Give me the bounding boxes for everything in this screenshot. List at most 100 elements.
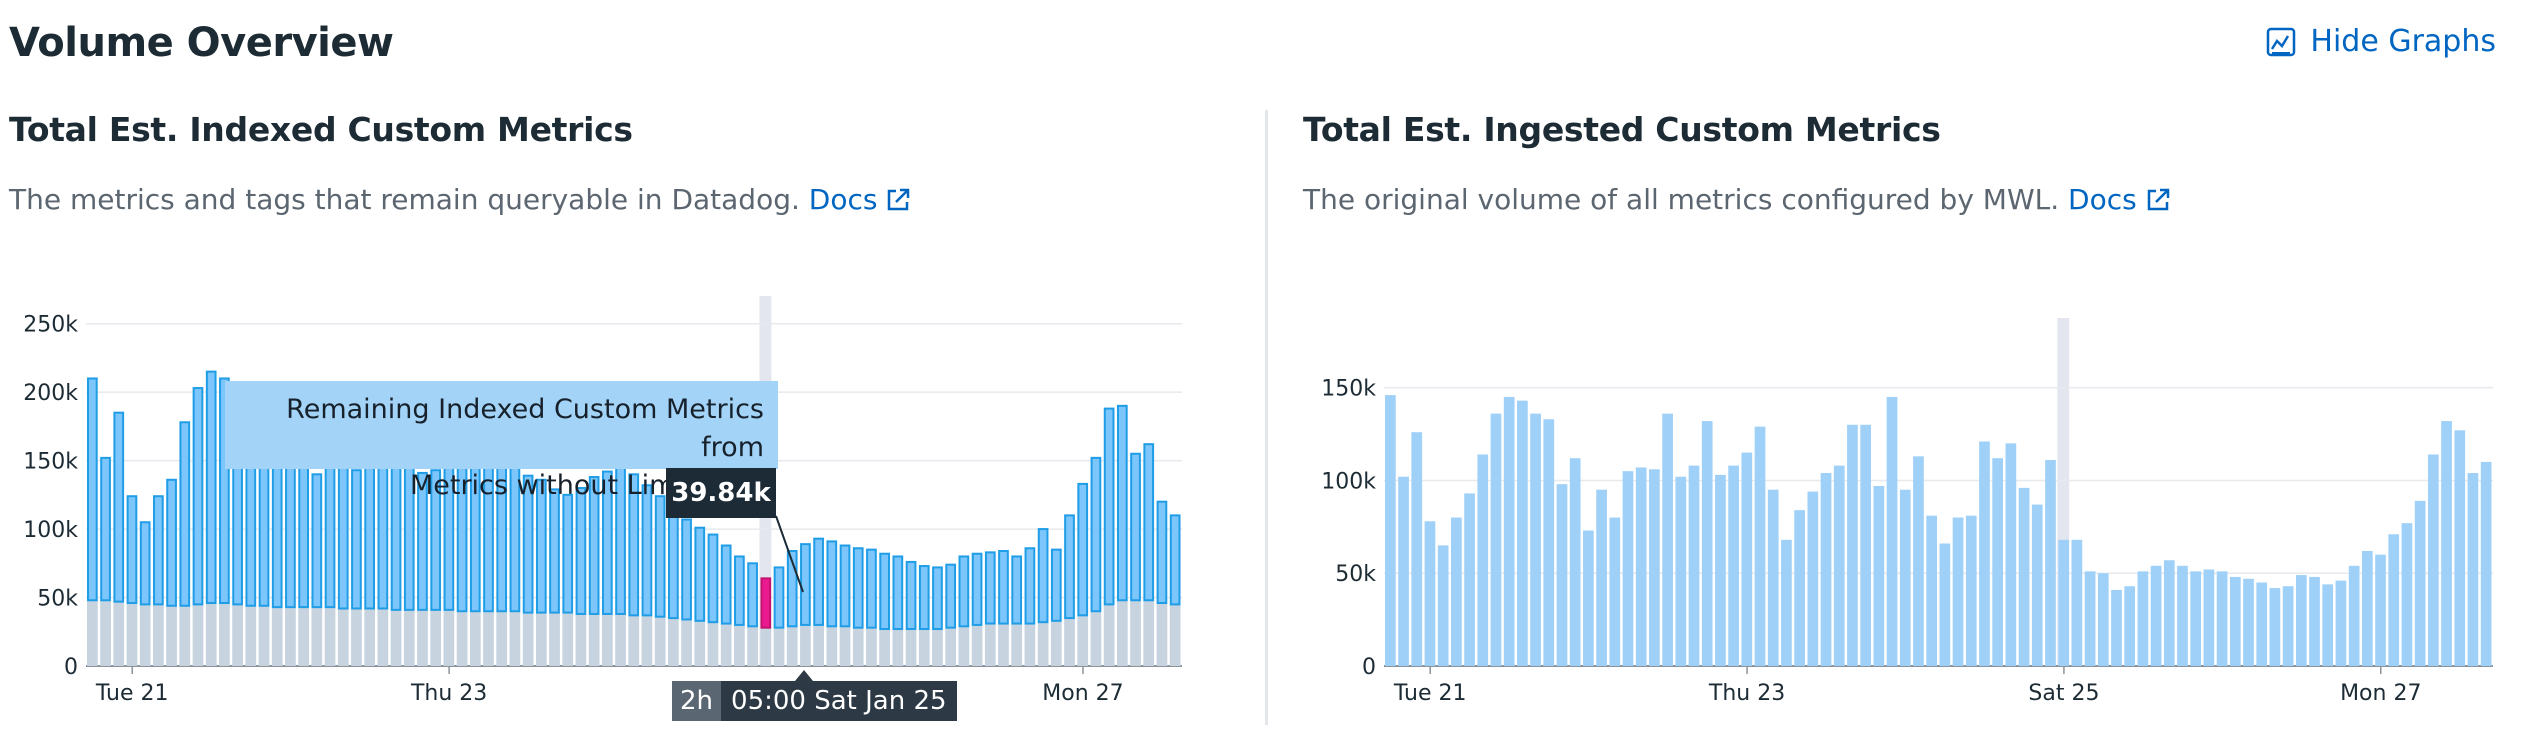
ingested-bar bbox=[1609, 517, 1621, 666]
indexed-title: Total Est. Indexed Custom Metrics bbox=[9, 110, 633, 149]
base-bar bbox=[1130, 600, 1141, 666]
indexed-bar bbox=[998, 549, 1009, 625]
x-tick-label: Thu 23 bbox=[410, 681, 487, 706]
ingested-bar bbox=[1899, 489, 1911, 666]
base-bar bbox=[681, 619, 692, 666]
indexed-bar bbox=[179, 421, 191, 607]
base-bar bbox=[1156, 603, 1168, 666]
ingested-bar bbox=[2163, 560, 2175, 666]
indexed-bar bbox=[1103, 407, 1115, 606]
ingested-bar bbox=[1807, 491, 1819, 666]
indexed-description: The metrics and tags that remain queryab… bbox=[9, 183, 1249, 216]
base-bar bbox=[311, 607, 323, 666]
base-bar bbox=[245, 605, 257, 666]
ingested-bar bbox=[2309, 576, 2320, 666]
ingested-bar bbox=[1926, 515, 1937, 666]
indexed-bar bbox=[694, 526, 706, 622]
y-tick-label: 200k bbox=[23, 381, 78, 406]
ingested-bar bbox=[1781, 539, 1792, 666]
base-bar bbox=[747, 626, 758, 666]
ingested-bar bbox=[1767, 489, 1779, 666]
indexed-bar bbox=[879, 552, 890, 631]
base-bar bbox=[800, 624, 811, 666]
ingested-bar bbox=[1939, 543, 1951, 666]
indexed-chart[interactable]: 0 50k 100k 150k 200k 250k Tue 21 Thu 23 Mon 27 bbox=[0, 280, 1265, 734]
base-bar bbox=[1011, 623, 1023, 666]
base-bar bbox=[575, 613, 587, 666]
base-bar bbox=[351, 608, 362, 666]
time-pointer bbox=[795, 670, 813, 681]
base-bar bbox=[298, 607, 309, 666]
x-tick-label: Mon 27 bbox=[1042, 681, 1123, 706]
tooltip-leader-line bbox=[775, 515, 804, 593]
ingested-bar bbox=[2124, 586, 2136, 666]
indexed-bar bbox=[575, 487, 587, 615]
base-bar bbox=[469, 611, 481, 666]
indexed-bar bbox=[430, 469, 442, 611]
ingested-bar bbox=[2480, 461, 2492, 666]
y-tick-label: 50k bbox=[1335, 562, 1376, 587]
ingested-bar bbox=[1701, 421, 1713, 666]
base-bar bbox=[100, 600, 111, 666]
hover-timestamp: 05:00 Sat Jan 25 bbox=[721, 681, 957, 721]
base-bar bbox=[509, 611, 521, 666]
ingested-bar bbox=[1385, 395, 1396, 666]
indexed-bar bbox=[760, 577, 772, 629]
ingested-bar bbox=[1398, 476, 1409, 666]
base-bar bbox=[562, 612, 574, 666]
hide-graphs-button[interactable]: Hide Graphs bbox=[2266, 24, 2496, 59]
y-tick-label: 50k bbox=[37, 587, 78, 612]
docs-label: Docs bbox=[2068, 183, 2137, 216]
tooltip-line-1: Remaining Indexed Custom Metrics from bbox=[286, 394, 764, 463]
indexed-bar bbox=[786, 549, 798, 628]
ingested-chart[interactable]: 0 50k 100k 150k Tue 21 Thu 23 Sat 25 Mon 27 bbox=[1303, 280, 2522, 734]
ingested-bar bbox=[1952, 517, 1964, 666]
ingested-panel: Total Est. Ingested Custom Metrics The o… bbox=[1303, 110, 2503, 216]
base-bar bbox=[694, 620, 706, 666]
indexed-bar bbox=[668, 507, 679, 620]
indexed-bar bbox=[1050, 548, 1062, 622]
base-bar bbox=[971, 624, 983, 666]
base-bar bbox=[390, 609, 402, 666]
base-bar bbox=[337, 608, 349, 666]
ingested-bar bbox=[1411, 432, 1423, 666]
hide-graphs-label: Hide Graphs bbox=[2310, 24, 2496, 59]
base-bar bbox=[628, 615, 640, 666]
indexed-bar bbox=[166, 478, 177, 607]
page-title: Volume Overview bbox=[9, 20, 394, 66]
indexed-docs-link[interactable]: Docs bbox=[809, 183, 912, 216]
hover-time-label: 2h 05:00 Sat Jan 25 bbox=[672, 681, 957, 721]
y-tick-label: 100k bbox=[23, 518, 78, 543]
base-bar bbox=[707, 622, 719, 666]
base-bar bbox=[905, 629, 917, 666]
y-tick-label: 100k bbox=[1321, 469, 1376, 494]
tooltip-value: 39.84k bbox=[666, 468, 776, 518]
base-bar bbox=[139, 604, 151, 666]
ingested-bar bbox=[1965, 515, 1977, 666]
base-bar bbox=[179, 605, 191, 666]
ingested-docs-link[interactable]: Docs bbox=[2068, 183, 2171, 216]
indexed-bar bbox=[971, 552, 983, 626]
indexed-bar bbox=[1011, 555, 1023, 625]
base-bar bbox=[813, 624, 824, 666]
ingested-bar bbox=[1451, 517, 1462, 666]
base-bar bbox=[998, 623, 1009, 666]
indexed-bar bbox=[522, 474, 534, 614]
indexed-bar bbox=[1024, 547, 1036, 625]
indexed-bar bbox=[945, 563, 957, 629]
indexed-description-text: The metrics and tags that remain queryab… bbox=[9, 183, 800, 216]
ingested-description: The original volume of all metrics confi… bbox=[1303, 183, 2503, 216]
base-bar bbox=[324, 607, 336, 666]
base-bar bbox=[918, 629, 930, 666]
ingested-bar bbox=[1847, 424, 1858, 666]
x-tick-label: Tue 21 bbox=[1393, 681, 1467, 706]
ingested-bar bbox=[1596, 489, 1607, 666]
base-bar bbox=[549, 612, 560, 666]
indexed-bar bbox=[734, 555, 745, 626]
base-bar bbox=[1064, 618, 1075, 666]
indexed-bar bbox=[87, 377, 98, 602]
base-bar bbox=[535, 612, 547, 666]
indexed-bar bbox=[1143, 443, 1155, 602]
base-bar bbox=[258, 605, 270, 666]
ingested-bar bbox=[1477, 454, 1489, 666]
